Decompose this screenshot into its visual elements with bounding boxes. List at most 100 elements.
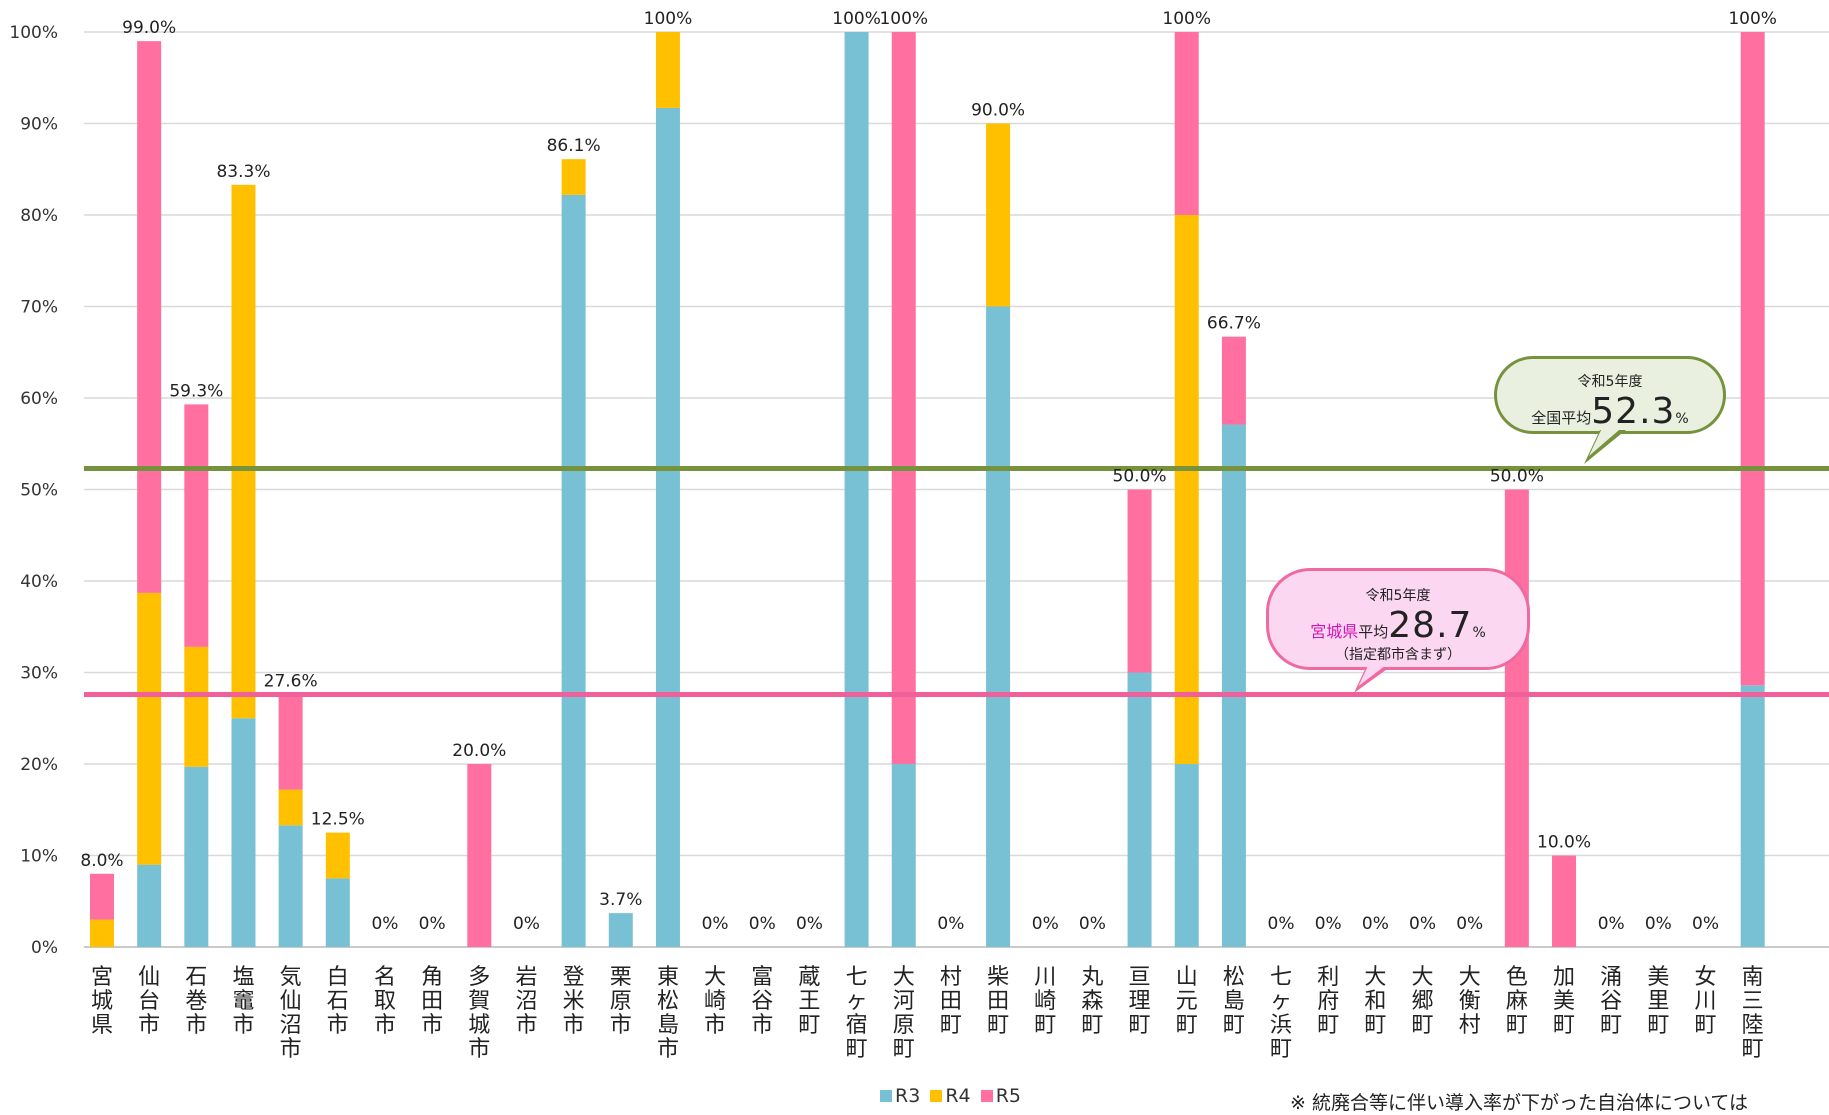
data-label: 0%	[702, 914, 729, 934]
x-category-label: 大	[1412, 965, 1434, 990]
bar-segment-r3	[561, 194, 586, 947]
x-category-label: 町	[1270, 1037, 1292, 1062]
x-category-label: 台	[138, 989, 160, 1014]
bar-segment-r3	[986, 306, 1011, 947]
x-category-label: 大	[893, 965, 915, 990]
footnote: ※ 統廃合等に伴い導入率が下がった自治体については	[1290, 1092, 1749, 1114]
y-axis: 0% 10% 20% 30% 40% 50% 60% 70% 80% 90% 100%	[9, 23, 1829, 958]
x-category-label: 河	[893, 989, 915, 1014]
x-category-label: 登	[563, 965, 585, 990]
legend: R3 R4 R5	[880, 1085, 1025, 1107]
x-category-label: 三	[1742, 989, 1764, 1014]
x-category-label: 府	[1317, 989, 1339, 1014]
x-category-label: 城	[91, 989, 113, 1014]
x-category-label: 市	[751, 1013, 773, 1038]
x-category-label: 県	[91, 1013, 113, 1038]
y-tick-label: 100%	[9, 23, 58, 43]
bar-segment-r4	[278, 789, 303, 826]
x-category-label: 町	[846, 1037, 868, 1062]
y-tick-label: 0%	[31, 938, 58, 958]
bar-segment-r3	[1221, 424, 1246, 947]
prefecture-callout-note: （指定都市含まず）	[1335, 647, 1461, 663]
x-category-label: 町	[1129, 1013, 1151, 1038]
x-category-label: 市	[657, 1037, 679, 1062]
bar-segment-r5	[1221, 336, 1246, 425]
prefecture-callout-title: 令和5年度	[1365, 588, 1431, 604]
prefecture-callout-name: 宮城県	[1310, 622, 1359, 641]
data-label: 0%	[796, 914, 823, 934]
data-label: 83.3%	[216, 162, 270, 182]
data-label: 0%	[749, 914, 776, 934]
x-category-label: 市	[704, 1013, 726, 1038]
bar-segment-r3	[655, 107, 680, 947]
x-category-label: 石	[327, 989, 349, 1014]
x-category-label: 色	[1506, 965, 1528, 990]
x-category-label: 仙	[138, 965, 160, 990]
data-label: 0%	[1598, 914, 1625, 934]
bar-segment-r5	[90, 873, 114, 920]
x-category-label: 原	[610, 989, 632, 1014]
x-category-label: 沼	[280, 1013, 302, 1038]
y-tick-label: 60%	[20, 389, 58, 409]
x-category-label: 市	[138, 1013, 160, 1038]
bar-segment-r3	[608, 913, 633, 947]
x-category-label: 加	[1553, 965, 1575, 990]
x-category-label: 蔵	[798, 965, 820, 990]
x-category-label: ヶ	[846, 989, 868, 1014]
y-tick-label: 20%	[20, 755, 58, 775]
bar-segment-r4	[184, 646, 209, 767]
data-label: 100%	[644, 9, 693, 29]
x-category-label: 竈	[232, 989, 254, 1014]
data-label: 50.0%	[1490, 467, 1544, 487]
prefecture-callout-value: 28.7	[1388, 605, 1473, 646]
legend-item-r3: R3	[880, 1085, 920, 1107]
legend-item-r5: R5	[980, 1085, 1021, 1107]
x-category-label: 麻	[1506, 989, 1528, 1014]
x-category-label: 村	[1459, 1013, 1481, 1038]
data-label: 0%	[1032, 914, 1059, 934]
data-label: 66.7%	[1207, 314, 1261, 334]
prefecture-callout-unit: %	[1472, 625, 1486, 641]
bar-segment-r4	[231, 184, 256, 719]
legend-swatch-r5	[980, 1090, 993, 1102]
x-category-label: 松	[1223, 965, 1245, 990]
x-category-label: 取	[374, 989, 396, 1014]
x-category-label: 七	[846, 965, 868, 990]
bar-segment-r3	[278, 825, 303, 947]
reference-lines	[84, 465, 1829, 697]
y-tick-label: 10%	[20, 847, 58, 867]
x-category-label: 市	[563, 1013, 585, 1038]
bar-segment-r5	[1504, 489, 1529, 947]
data-label: 20.0%	[452, 741, 506, 761]
x-category-label: 町	[1553, 1013, 1575, 1038]
bar-segment-r5	[891, 32, 916, 764]
bar-segment-r5	[1174, 32, 1199, 215]
x-category-label: 川	[1034, 965, 1056, 990]
data-label: 50.0%	[1113, 467, 1167, 487]
x-category-label: 森	[1081, 989, 1103, 1014]
x-axis: 宮城県仙台市石巻市塩竈市気仙沼市白石市名取市角田市多賀城市岩沼市登米市栗原市東松…	[91, 965, 1764, 1062]
y-tick-label: 80%	[20, 206, 58, 226]
x-category-label: 元	[1176, 989, 1198, 1014]
bar-segment-r4	[137, 592, 162, 865]
bar-segment-r5	[1740, 32, 1765, 686]
x-category-label: 市	[515, 1013, 537, 1038]
x-category-label: 浜	[1270, 1013, 1292, 1038]
x-category-label: 米	[563, 989, 585, 1014]
bar-segment-r4	[561, 159, 586, 195]
data-label: 100%	[832, 9, 881, 29]
x-category-label: 町	[1647, 1013, 1669, 1038]
x-category-label: 町	[893, 1037, 915, 1062]
x-category-label: 田	[987, 989, 1009, 1014]
x-category-label: 市	[232, 1013, 254, 1038]
x-category-label: 村	[940, 965, 962, 990]
legend-swatch-r4	[930, 1090, 943, 1102]
x-category-label: 町	[1223, 1013, 1245, 1038]
x-category-label: 名	[374, 965, 396, 990]
x-category-label: 町	[798, 1013, 820, 1038]
x-category-label: 大	[1459, 965, 1481, 990]
data-label: 10.0%	[1537, 833, 1591, 853]
x-category-label: 川	[1695, 989, 1717, 1014]
data-label: 0%	[513, 914, 540, 934]
x-category-label: 山	[1176, 965, 1198, 990]
